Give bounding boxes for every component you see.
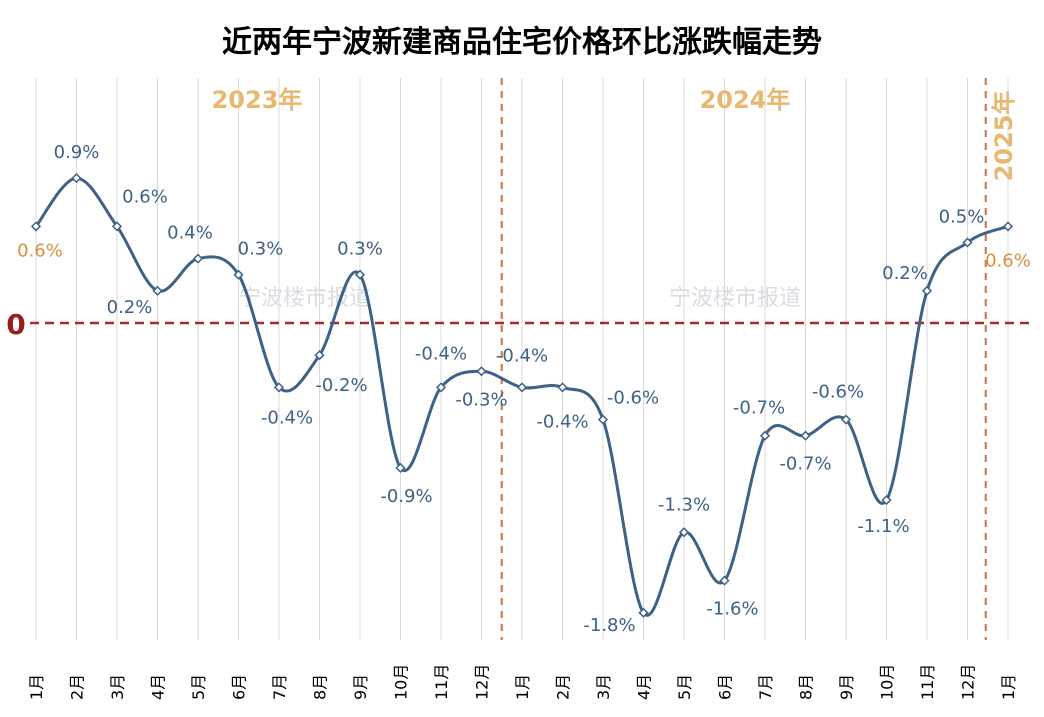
x-tick-label: 10月	[392, 664, 411, 700]
data-label: -0.4%	[415, 343, 467, 364]
x-tick-label: 5月	[675, 674, 694, 700]
year-labels: 2023年 2024年 2025年	[212, 86, 1018, 181]
data-label: -1.1%	[857, 516, 909, 537]
data-point	[1002, 221, 1014, 232]
data-point	[759, 430, 771, 441]
data-label: -0.9%	[380, 486, 432, 507]
data-label: -1.6%	[706, 599, 758, 620]
data-label: 0.2%	[882, 263, 928, 284]
data-label: -0.4%	[496, 345, 548, 366]
data-point	[678, 527, 690, 538]
data-point	[152, 285, 163, 296]
data-label: 0.6%	[122, 186, 168, 207]
data-label: -0.7%	[733, 398, 785, 419]
data-point	[516, 382, 528, 393]
data-label: 0.6%	[17, 240, 63, 261]
data-point	[921, 285, 933, 296]
year-dividers	[500, 78, 987, 640]
x-tick-label: 11月	[432, 664, 451, 700]
zero-label: 0	[6, 308, 25, 341]
x-tick-label: 7月	[756, 674, 775, 700]
data-point	[800, 430, 811, 441]
data-label: -0.4%	[261, 407, 313, 428]
x-tick-label: 2月	[68, 674, 87, 700]
x-tick-label: 1月	[27, 674, 46, 700]
data-point	[476, 366, 487, 377]
x-tick-label: 6月	[230, 674, 249, 700]
data-point	[719, 575, 730, 586]
year-label: 2024年	[700, 86, 791, 114]
data-label: 0.5%	[939, 207, 985, 228]
x-tick-label: 1月	[513, 674, 532, 700]
watermark-layer: 宁波楼市报道 宁波楼市报道	[239, 286, 801, 311]
data-labels: 0.6%0.9%0.6%0.2%0.4%0.3%-0.4%-0.2%0.3%-0…	[17, 142, 1031, 636]
data-point	[638, 607, 649, 618]
data-label: 0.3%	[238, 239, 284, 260]
x-tick-label: 12月	[959, 664, 978, 700]
year-label: 2025年	[990, 91, 1018, 182]
data-label: 0.2%	[107, 297, 153, 318]
data-label: -0.6%	[607, 388, 659, 409]
data-label: -1.8%	[583, 615, 635, 636]
year-label: 2023年	[212, 86, 303, 114]
data-point	[435, 382, 447, 393]
x-tick-label: 12月	[473, 664, 492, 700]
data-point	[881, 495, 892, 506]
data-label: -0.7%	[779, 454, 831, 475]
x-tick-label: 4月	[149, 674, 168, 700]
x-tick-label: 8月	[311, 674, 330, 700]
data-point	[354, 269, 366, 280]
chart-title: 近两年宁波新建商品住宅价格环比涨跌幅走势	[222, 25, 822, 60]
data-label: 0.3%	[337, 239, 383, 260]
data-label: -0.3%	[455, 389, 507, 410]
x-tick-label: 9月	[837, 674, 856, 700]
data-point	[273, 382, 285, 393]
data-point	[557, 382, 568, 393]
x-axis-tick-labels: 1月 2月 3月 4月 5月 6月 7月 8月 9月 10月 11月 12月 1月 2月 3月 4月 5月 6月 7…	[27, 664, 1018, 700]
data-point	[30, 221, 42, 232]
x-tick-label: 3月	[594, 674, 613, 700]
data-markers	[30, 173, 1014, 618]
data-label: 0.6%	[985, 250, 1031, 271]
x-tick-label: 8月	[797, 674, 816, 700]
x-tick-label: 4月	[635, 674, 654, 700]
zero-line-group: 0	[6, 308, 1030, 341]
data-point	[233, 269, 244, 280]
data-point	[395, 462, 406, 473]
data-point	[314, 350, 325, 361]
vertical-gridlines	[35, 78, 1009, 640]
series-line	[34, 176, 1009, 617]
data-label: -0.6%	[812, 382, 864, 403]
x-tick-label: 5月	[189, 674, 208, 700]
x-tick-label: 6月	[716, 674, 735, 700]
data-label: -0.4%	[536, 411, 588, 432]
data-point	[962, 237, 973, 248]
data-point	[111, 221, 123, 232]
data-label: -1.3%	[658, 494, 710, 515]
x-tick-label: 2月	[554, 674, 573, 700]
watermark-text: 宁波楼市报道	[669, 286, 801, 311]
x-tick-label: 11月	[918, 664, 937, 700]
x-tick-label: 9月	[351, 674, 370, 700]
data-label: 0.4%	[167, 223, 213, 244]
x-tick-label: 1月	[999, 674, 1018, 700]
data-label: -0.2%	[315, 375, 367, 396]
x-tick-label: 10月	[878, 664, 897, 700]
data-point	[71, 173, 82, 184]
data-point	[840, 414, 852, 425]
x-tick-label: 7月	[270, 674, 289, 700]
data-point	[192, 253, 204, 264]
watermark-text: 宁波楼市报道	[239, 286, 371, 311]
data-point	[597, 414, 609, 425]
x-tick-label: 3月	[108, 674, 127, 700]
data-label: 0.9%	[54, 142, 100, 163]
